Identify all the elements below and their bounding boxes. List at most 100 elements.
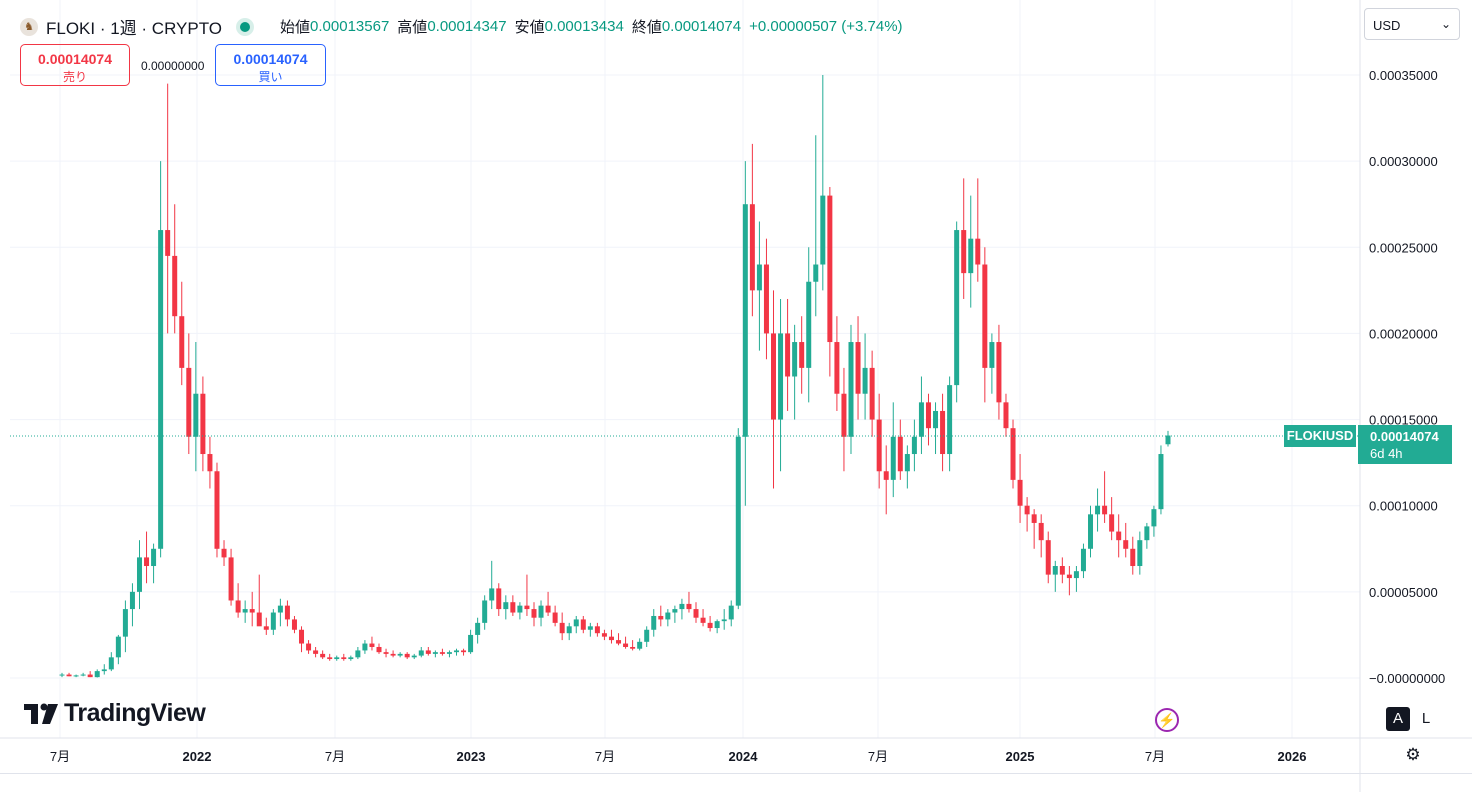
- gear-icon[interactable]: ⚙: [1405, 745, 1421, 764]
- sell-label: 売り: [62, 70, 87, 84]
- candle-body: [1010, 428, 1016, 480]
- candle-body: [468, 634, 474, 653]
- auto-scale-button[interactable]: A: [1386, 707, 1410, 731]
- candle: [397, 652, 403, 658]
- candle-body: [559, 622, 565, 634]
- candle: [897, 419, 903, 480]
- buy-button[interactable]: 0.00014074 買い: [215, 44, 326, 86]
- candle: [193, 342, 199, 472]
- candle: [855, 316, 861, 420]
- x-tick-label: 2026: [1278, 749, 1307, 764]
- candle: [848, 324, 854, 455]
- candle: [658, 605, 664, 627]
- candle-body: [221, 548, 227, 558]
- candle: [608, 629, 614, 644]
- y-tick-label: 0.00030000: [1369, 154, 1438, 169]
- candle-body: [827, 195, 833, 343]
- tradingview-logo[interactable]: TradingView: [24, 699, 206, 728]
- candle-body: [341, 657, 347, 660]
- candle: [235, 583, 241, 618]
- candle-body: [996, 342, 1002, 403]
- currency-select[interactable]: USD ⌄: [1364, 8, 1460, 40]
- candle-body: [897, 436, 903, 472]
- candle: [771, 290, 777, 489]
- candle-body: [369, 643, 375, 647]
- candle: [1116, 514, 1122, 558]
- candle-body: [136, 557, 142, 592]
- candle-body: [411, 655, 417, 658]
- candle: [129, 583, 135, 627]
- candle-body: [1088, 514, 1094, 549]
- candle-body: [517, 605, 523, 613]
- candle: [313, 646, 319, 658]
- candle: [587, 622, 593, 637]
- lightning-icon[interactable]: ⚡: [1155, 708, 1179, 732]
- candle-body: [792, 342, 798, 377]
- candle: [242, 600, 248, 623]
- candle: [1003, 393, 1009, 437]
- candle-body: [918, 402, 924, 437]
- candle-body: [890, 436, 896, 480]
- candle-body: [721, 619, 727, 622]
- candle: [214, 462, 220, 558]
- open-value: 0.00013567: [310, 18, 390, 35]
- candle: [679, 598, 685, 620]
- sell-button[interactable]: 0.00014074 売り: [20, 44, 130, 86]
- candle-body: [594, 626, 600, 634]
- candle: [1158, 445, 1164, 515]
- candle-body: [601, 633, 607, 637]
- candle: [172, 204, 178, 334]
- candle-body: [1109, 514, 1115, 532]
- candle-body: [904, 454, 910, 472]
- candle: [291, 615, 297, 634]
- candle: [545, 591, 551, 616]
- candle-body: [165, 230, 171, 256]
- candle: [700, 609, 706, 627]
- candle: [94, 669, 100, 678]
- candle-body: [348, 657, 354, 660]
- log-scale-button[interactable]: L: [1421, 710, 1431, 727]
- candle-body: [848, 342, 854, 437]
- last-price-tag: 0.00014074 6d 4h: [1358, 425, 1452, 464]
- candle: [256, 574, 262, 627]
- candle-body: [320, 653, 326, 658]
- candle: [672, 605, 678, 623]
- candle-body: [940, 410, 946, 455]
- candle: [982, 247, 988, 403]
- last-price-value: 0.00014074: [1370, 429, 1439, 444]
- candle-body: [834, 342, 840, 394]
- candle: [390, 650, 396, 658]
- candle-body: [552, 612, 558, 623]
- candle-body: [432, 652, 438, 654]
- x-tick-label: 2025: [1006, 749, 1035, 764]
- candle-body: [59, 674, 65, 676]
- candle: [623, 636, 629, 649]
- candle-body: [742, 204, 748, 437]
- candle: [989, 333, 995, 394]
- candle: [644, 626, 650, 647]
- candle: [616, 633, 622, 646]
- candle: [1109, 497, 1115, 541]
- candle: [101, 664, 107, 675]
- candle-body: [144, 557, 150, 567]
- candle-body: [869, 367, 875, 420]
- candle: [263, 617, 269, 635]
- candle-body: [728, 605, 734, 620]
- candle-body: [510, 602, 516, 613]
- candle-body: [446, 652, 452, 654]
- candle: [299, 626, 305, 653]
- candle: [601, 629, 607, 641]
- candle-body: [749, 204, 755, 291]
- candle: [228, 548, 234, 606]
- symbol-title[interactable]: FLOKI · 1週 · CRYPTO: [46, 19, 223, 38]
- candle: [735, 428, 741, 610]
- candle: [756, 221, 762, 351]
- candle-body: [700, 617, 706, 623]
- ticker-tag: FLOKIUSD: [1284, 425, 1356, 447]
- candle: [334, 655, 340, 661]
- candle-body: [820, 195, 826, 265]
- y-tick-label: 0.00010000: [1369, 499, 1438, 514]
- candle-body: [453, 650, 459, 653]
- candle-body: [228, 557, 234, 601]
